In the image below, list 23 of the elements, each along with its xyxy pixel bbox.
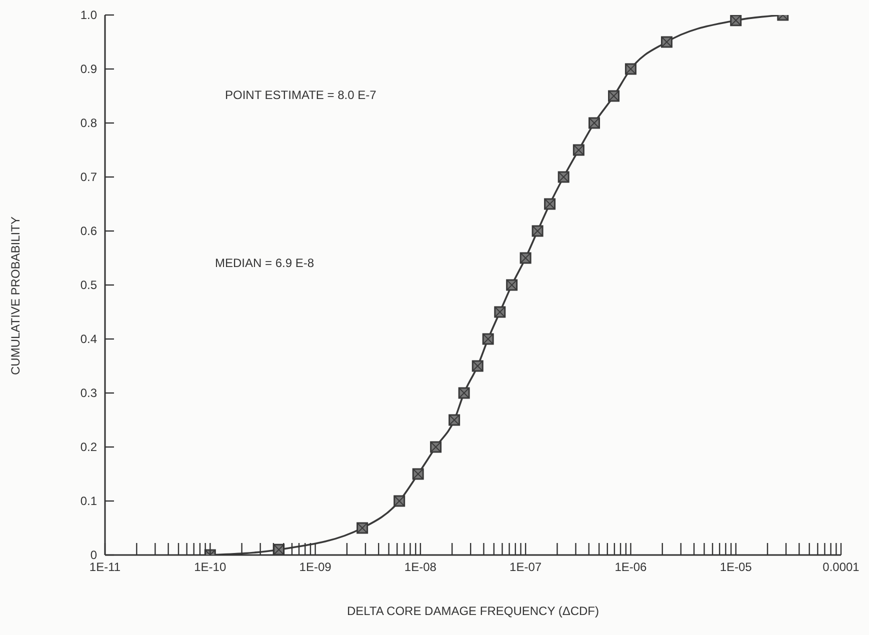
y-tick-label: 0.4 (80, 332, 98, 346)
annotation: MEDIAN = 6.9 E-8 (215, 256, 314, 270)
x-tick-label: 1E-05 (720, 560, 752, 574)
x-tick-label: 1E-10 (194, 560, 226, 574)
y-tick-label: 0 (90, 548, 98, 562)
x-tick-label: 0.0001 (822, 560, 860, 574)
y-tick-label: 0.1 (80, 494, 98, 508)
y-tick-label: 1.0 (80, 8, 98, 22)
y-tick-label: 0.2 (80, 440, 98, 454)
y-tick-label: 0.5 (80, 278, 98, 292)
y-tick-label: 0.7 (80, 170, 98, 184)
y-axis-title: CUMULATIVE PROBABILITY (8, 216, 22, 375)
y-tick-label: 0.6 (80, 224, 98, 238)
x-tick-label: 1E-11 (89, 560, 121, 574)
y-tick-label: 0.3 (80, 386, 98, 400)
y-tick-label: 0.9 (80, 62, 98, 76)
annotation: POINT ESTIMATE = 8.0 E-7 (225, 88, 376, 102)
x-tick-label: 1E-08 (404, 560, 437, 574)
x-axis-title: DELTA CORE DAMAGE FREQUENCY (ΔCDF) (346, 604, 600, 618)
x-tick-label: 1E-07 (510, 560, 542, 574)
y-tick-label: 0.8 (80, 116, 98, 130)
x-tick-label: 1E-06 (614, 560, 648, 574)
x-tick-label: 1E-09 (299, 560, 332, 574)
